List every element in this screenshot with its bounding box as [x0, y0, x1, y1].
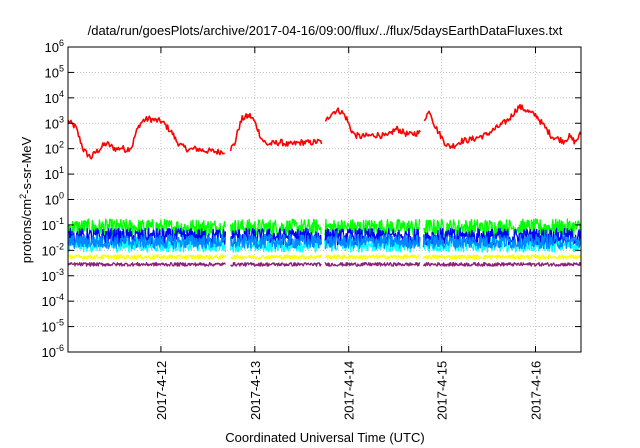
x-tick-label: 2017-4-14 [342, 361, 357, 420]
chart-series [67, 103, 582, 267]
y-tick-label-base: 10 [42, 269, 56, 284]
y-tick-label-exponent: -1 [56, 216, 64, 226]
y-tick-label: 103 [45, 114, 64, 131]
y-tick-label: 106 [45, 38, 64, 55]
y-tick-label-exponent: -6 [56, 343, 64, 353]
y-tick-label-exponent: -4 [56, 292, 64, 302]
y-tick-label-exponent: -5 [56, 318, 64, 328]
x-tick-label: 2017-4-12 [154, 361, 169, 420]
y-tick-label: 10-2 [42, 241, 64, 258]
y-tick-label-exponent: 3 [59, 114, 64, 124]
y-tick-label-exponent: 5 [59, 63, 64, 73]
series-line [67, 254, 582, 260]
y-tick-label-exponent: -2 [56, 241, 64, 251]
y-tick-label-exponent: -3 [56, 267, 64, 277]
y-tick-label-base: 10 [45, 65, 59, 80]
y-axis-label: protons/cm2-s-sr-MeV [18, 136, 34, 263]
x-tick-label: 2017-4-16 [529, 361, 544, 420]
y-tick-label-exponent: 1 [59, 165, 64, 175]
y-tick-label-base: 10 [45, 167, 59, 182]
y-tick-label-base: 10 [45, 116, 59, 131]
plot-frame [67, 46, 582, 353]
y-tick-label-base: 10 [45, 91, 59, 106]
y-tick-label: 10-5 [42, 318, 64, 335]
y-tick-label-base: 10 [42, 243, 56, 258]
series-path [67, 103, 582, 160]
y-axis-label-base: protons/cm [19, 199, 34, 263]
y-tick-label: 10-3 [42, 267, 64, 284]
chart-grid [68, 47, 581, 352]
x-tick-label: 2017-4-15 [435, 361, 450, 420]
y-tick-labels: 10-610-510-410-310-210-11001011021031041… [42, 38, 64, 360]
y-axis-label-rest: -s-sr-MeV [19, 136, 34, 193]
series-line [67, 233, 582, 250]
series-line [67, 103, 582, 160]
y-tick-label: 10-6 [42, 343, 64, 360]
series-path [67, 218, 582, 237]
y-tick-label-base: 10 [45, 40, 59, 55]
x-tick-label: 2017-4-13 [248, 361, 263, 420]
y-tick-label: 101 [45, 165, 64, 182]
y-tick-label: 105 [45, 63, 64, 80]
y-tick-label-base: 10 [45, 142, 59, 157]
series-path [67, 261, 582, 267]
y-tick-label-exponent: 4 [59, 89, 64, 99]
chart-title: /data/run/goesPlots/archive/2017-04-16/0… [88, 23, 563, 38]
y-tick-label: 10-4 [42, 292, 64, 309]
y-tick-label: 102 [45, 140, 64, 157]
y-tick-label: 10-1 [42, 216, 64, 233]
chart-axes [67, 46, 582, 353]
y-axis-label-superscript: 2 [18, 194, 28, 199]
series-path [67, 233, 582, 250]
series-line [67, 261, 582, 267]
x-tick-labels: 2017-4-12 2017-4-13 2017-4-14 2017-4-15 2017… [154, 361, 544, 420]
y-tick-label-base: 10 [42, 320, 56, 335]
y-tick-label: 104 [45, 89, 64, 106]
series-path [67, 254, 582, 260]
y-tick-label-base: 10 [42, 345, 56, 360]
x-axis-label: Coordinated Universal Time (UTC) [225, 430, 424, 445]
y-tick-label: 100 [45, 191, 64, 208]
y-tick-label-exponent: 6 [59, 38, 64, 48]
y-tick-label-base: 10 [42, 294, 56, 309]
y-tick-label-base: 10 [45, 193, 59, 208]
series-line [67, 218, 582, 237]
y-tick-label-exponent: 0 [59, 191, 64, 201]
y-tick-label-exponent: 2 [59, 140, 64, 150]
y-tick-label-base: 10 [42, 218, 56, 233]
